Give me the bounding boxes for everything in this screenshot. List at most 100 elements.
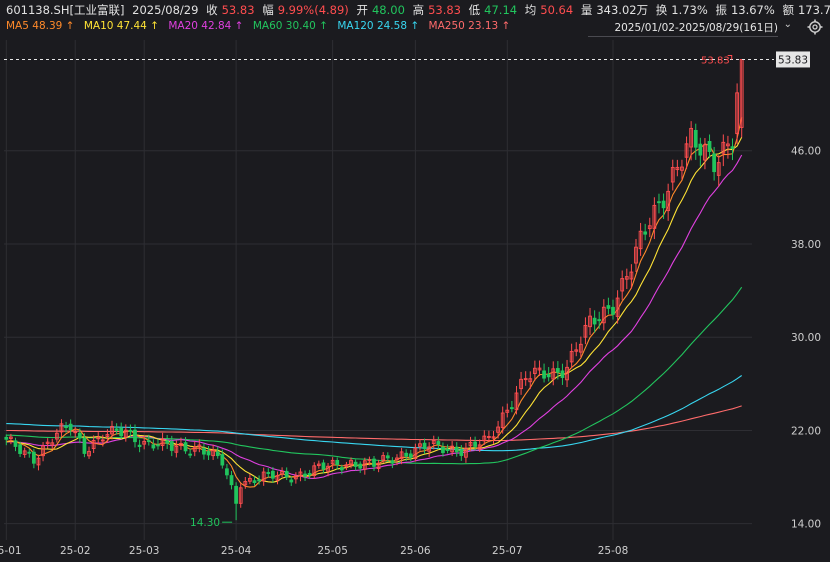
amount-label: 额 (782, 3, 794, 17)
candle-body (275, 475, 280, 481)
candle-body (468, 441, 473, 447)
ma60-line (6, 286, 743, 465)
candle-body (523, 378, 528, 381)
candle-body (27, 451, 32, 454)
candle-body (707, 141, 712, 152)
candle-body (183, 442, 188, 452)
candle-body (229, 475, 234, 486)
x-tick-label: 25-08 (598, 545, 629, 557)
candle-body (441, 446, 445, 454)
candle-body (560, 370, 565, 378)
stock-symbol: 601138.SH[工业富联] (6, 3, 125, 17)
candle-body (358, 463, 363, 469)
candle-body (487, 436, 491, 438)
candle-body (693, 129, 698, 148)
candle-body (390, 460, 395, 464)
candle-body (151, 444, 156, 449)
candle-body (100, 439, 105, 442)
candle-body (9, 436, 13, 439)
candle-body (248, 477, 252, 482)
up-arrow-icon: ↑ (65, 20, 75, 32)
candle-body (459, 449, 464, 456)
candle-body (555, 368, 560, 373)
candle-body (243, 481, 248, 486)
ma250-line (6, 405, 742, 442)
y-tick-label: 22.00 (791, 425, 821, 437)
candle-body (477, 444, 482, 450)
x-tick-label: 25-01 (0, 545, 22, 557)
candle-body (408, 453, 413, 458)
candle-body (418, 443, 422, 447)
candle-body (77, 432, 82, 439)
candle-body (54, 432, 59, 440)
chevron-down-icon[interactable]: ⌄ (783, 19, 792, 30)
candle-body (376, 462, 381, 469)
ma250-legend[interactable]: MA250 23.13 ↑ (428, 20, 511, 32)
x-tick-label: 25-02 (60, 545, 91, 557)
candle-body (611, 306, 615, 315)
candle-body (680, 166, 684, 171)
up-arrow-icon: ↑ (319, 20, 328, 32)
candle-body (4, 436, 9, 440)
quote-date: 2025/08/29 (132, 3, 199, 17)
candle-body (624, 276, 629, 280)
candle-body (123, 429, 128, 438)
avg-value: 50.64 (540, 3, 574, 17)
range-underline (588, 36, 778, 37)
candle-body (634, 246, 638, 264)
gear-icon[interactable] (806, 18, 824, 36)
candle-body (321, 462, 326, 470)
ma120-line (6, 375, 743, 452)
x-tick-label: 25-06 (400, 545, 431, 557)
x-tick-label: 25-07 (492, 545, 523, 557)
candle-body (647, 225, 652, 230)
candle-body (206, 451, 211, 456)
candle-body (215, 451, 220, 457)
candle-body (156, 444, 160, 447)
volume-value: 343.02万 (596, 3, 649, 17)
ma20-legend[interactable]: MA20 42.84 ↑ (168, 20, 244, 32)
candle-body (41, 445, 45, 457)
candle-body (436, 441, 441, 445)
candle-body (280, 471, 284, 475)
ma60-legend[interactable]: MA60 30.40 ↑ (252, 20, 328, 32)
amplitude-value: 13.67% (730, 3, 775, 17)
candle-body (197, 444, 202, 447)
candle-body (546, 373, 551, 378)
candle-body (284, 470, 289, 478)
candle-body (312, 465, 317, 476)
candle-body (211, 449, 216, 457)
candle-body (330, 459, 335, 465)
candle-body (588, 315, 592, 328)
candle-body (496, 426, 500, 433)
date-range-selector[interactable]: 2025/01/02-2025/08/29(161日) (614, 22, 778, 34)
open-label: 开 (356, 3, 368, 17)
candle-body (119, 427, 124, 437)
candle-body (22, 450, 27, 455)
low-label: 低 (468, 3, 481, 17)
high-label: 高 (412, 3, 425, 17)
candle-body (422, 442, 427, 450)
candle-body (578, 343, 583, 353)
ma10-legend[interactable]: MA10 47.44 ↑ (83, 20, 159, 32)
candle-body (367, 459, 372, 462)
candle-body (293, 475, 298, 480)
up-arrow-icon: ↑ (501, 20, 511, 32)
x-tick-label: 25-04 (221, 545, 252, 557)
candle-body (643, 231, 648, 235)
ma5-legend[interactable]: MA5 48.39 ↑ (6, 20, 75, 32)
candle-body (326, 465, 330, 472)
candle-body (137, 444, 142, 447)
turnover-label: 换 (655, 3, 668, 17)
candle-body (174, 445, 179, 453)
candle-body (510, 407, 514, 410)
candle-body (528, 378, 533, 383)
candle-body (514, 392, 519, 411)
candle-body (606, 305, 611, 309)
candle-body (739, 59, 744, 128)
candle-body (638, 230, 643, 250)
candle-body (381, 455, 386, 461)
ma120-legend[interactable]: MA120 24.58 ↑ (337, 20, 420, 32)
turnover-value: 1.73% (671, 3, 708, 17)
